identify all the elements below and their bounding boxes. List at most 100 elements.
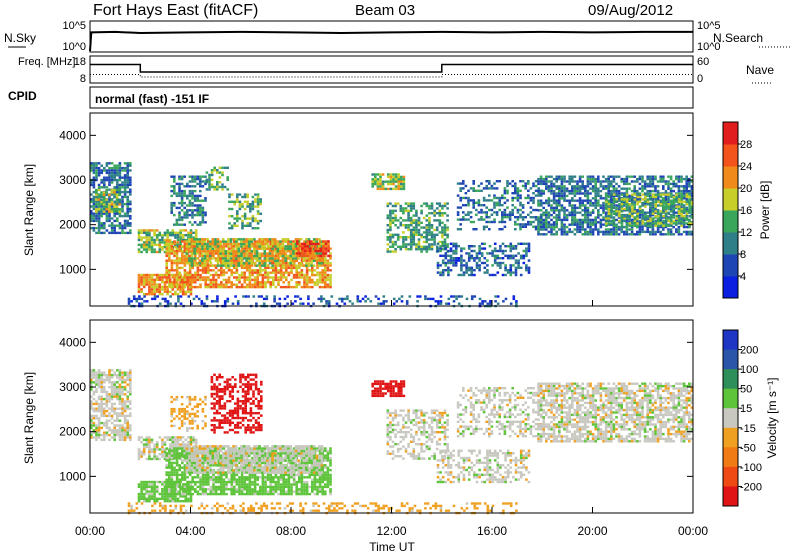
heatmap-cell-r13 bbox=[524, 196, 527, 200]
heatmap-cell-r14 bbox=[625, 218, 629, 222]
heatmap-cell-r4 bbox=[261, 281, 265, 284]
heatmap-cell-r13 bbox=[519, 180, 522, 183]
heatmap-cell-r4 bbox=[194, 264, 197, 267]
heatmap-cell-r5 bbox=[188, 259, 191, 263]
heatmap-cell-r14 bbox=[558, 228, 561, 231]
heatmap-cell-r5 bbox=[266, 242, 269, 246]
heatmap-cell-r7 bbox=[191, 185, 194, 188]
heatmap-cell-r6 bbox=[327, 247, 330, 250]
heatmap-cell-r10 bbox=[392, 173, 395, 176]
heatmap-cell-r9 bbox=[228, 227, 231, 230]
heatmap-cell-r15 bbox=[659, 210, 663, 213]
heatmap-cell-r4 bbox=[173, 249, 176, 253]
heatmap-cell-r6 bbox=[309, 254, 312, 258]
heatmap-cell-r14 bbox=[576, 218, 579, 222]
heatmap-cell-r14 bbox=[542, 206, 545, 210]
heatmap-cell-r2 bbox=[140, 246, 143, 249]
heatmap-cell-r4 bbox=[233, 259, 236, 262]
heatmap-cell-r0 bbox=[103, 166, 106, 170]
heatmap-cell-r13 bbox=[495, 201, 499, 204]
heatmap-cell-r0 bbox=[90, 217, 93, 220]
heatmap-cell-r13 bbox=[495, 211, 499, 214]
heatmap-cell-r12 bbox=[454, 249, 458, 253]
heatmap-cell-r4 bbox=[329, 257, 332, 260]
heatmap-cell-r15 bbox=[672, 207, 676, 211]
heatmap-cell-r14 bbox=[636, 230, 639, 234]
heatmap-cell-r14 bbox=[560, 177, 564, 181]
heatmap-cell-r15 bbox=[654, 210, 658, 213]
heatmap-cell-r11 bbox=[412, 202, 416, 205]
heatmap-cell-r12 bbox=[467, 252, 471, 255]
heatmap-cell-r5 bbox=[315, 240, 319, 243]
heatmap-cell-r12 bbox=[444, 257, 448, 260]
heatmap-cell-r9 bbox=[249, 207, 252, 211]
heatmap-cell-r6 bbox=[322, 252, 325, 255]
heatmap-cell-r13 bbox=[532, 199, 535, 202]
heatmap-cell-r14 bbox=[662, 233, 665, 236]
heatmap-cell-r14 bbox=[565, 194, 569, 198]
heatmap-cell-r3 bbox=[142, 281, 146, 284]
heatmap-cell-r13 bbox=[482, 228, 486, 231]
heatmap-cell-r4 bbox=[209, 281, 213, 284]
heatmap-cell-r2 bbox=[137, 248, 141, 251]
heatmap-cell-r9 bbox=[236, 198, 239, 201]
heatmap-cell-r5 bbox=[276, 245, 280, 248]
heatmap-cell-r5 bbox=[229, 240, 233, 243]
heatmap-cell-r12 bbox=[470, 273, 474, 277]
heatmap-cell-r11 bbox=[438, 231, 442, 234]
heatmap-cell-r2 bbox=[161, 238, 164, 242]
heatmap-cell-r1 bbox=[102, 191, 106, 194]
heatmap-cell-r14 bbox=[599, 180, 603, 183]
heatmap-cell-r15 bbox=[646, 198, 650, 201]
heatmap-cell-r13 bbox=[462, 211, 465, 214]
heatmap-cell-r0 bbox=[121, 166, 124, 170]
heatmap-cell-r10 bbox=[389, 187, 393, 191]
heatmap-cell-r11 bbox=[407, 219, 410, 222]
heatmap-cell-r15 bbox=[654, 193, 658, 196]
heatmap-cell-r14 bbox=[646, 221, 649, 224]
heatmap-cell-r12 bbox=[439, 264, 442, 267]
heatmap-cell-r14 bbox=[662, 187, 665, 190]
heatmap-cell-r13 bbox=[462, 218, 465, 221]
heatmap-cell-r16 bbox=[382, 295, 386, 298]
heatmap-cell-r14 bbox=[638, 233, 642, 236]
heatmap-cell-r5 bbox=[271, 240, 274, 243]
heatmap-cell-r0 bbox=[123, 212, 127, 215]
heatmap-cell-r0 bbox=[105, 217, 109, 220]
heatmap-cell-r15 bbox=[683, 217, 686, 220]
heatmap-cell-r0 bbox=[129, 190, 132, 194]
heatmap-cell-r12 bbox=[504, 269, 507, 272]
heatmap-cell-r4 bbox=[298, 266, 301, 270]
heatmap-cell-r14 bbox=[571, 213, 574, 217]
heatmap-cell-r3 bbox=[174, 273, 177, 277]
heatmap-cell-r3 bbox=[148, 276, 151, 279]
heatmap-cell-r5 bbox=[232, 257, 235, 260]
heatmap-cell-r16 bbox=[343, 302, 347, 305]
heatmap-cell-r12 bbox=[522, 249, 526, 253]
heatmap-cell-r14 bbox=[625, 209, 629, 212]
heatmap-cell-r14 bbox=[659, 177, 662, 181]
heatmap-cell-r0 bbox=[90, 226, 93, 230]
heatmap-cell-r15 bbox=[675, 198, 678, 201]
heatmap-cell-r4 bbox=[305, 273, 309, 277]
heatmap-cell-r14 bbox=[664, 180, 668, 183]
heatmap-cell-r16 bbox=[275, 302, 279, 305]
heatmap-cell-r15 bbox=[628, 224, 632, 227]
heatmap-cell-r13 bbox=[472, 187, 475, 190]
heatmap-cell-r2 bbox=[140, 231, 143, 234]
heatmap-cell-r13 bbox=[475, 213, 478, 216]
heatmap-cell-r11 bbox=[394, 243, 397, 246]
heatmap-cell-r5 bbox=[263, 245, 267, 248]
heatmap-cell-r13 bbox=[527, 180, 530, 183]
heatmap-cell-r4 bbox=[201, 254, 205, 258]
heatmap-cell-r14 bbox=[682, 177, 686, 181]
heatmap-cell-r9 bbox=[230, 215, 234, 218]
heatmap-cell-r4 bbox=[214, 266, 218, 270]
heatmap-cell-r11 bbox=[443, 231, 447, 234]
heatmap-cell-r16 bbox=[356, 295, 360, 298]
heatmap-cell-r0 bbox=[105, 186, 109, 189]
heatmap-cell-r5 bbox=[195, 238, 199, 241]
heatmap-cell-r14 bbox=[677, 230, 681, 234]
heatmap-cell-r14 bbox=[615, 213, 618, 217]
heatmap-cell-r4 bbox=[230, 285, 233, 289]
